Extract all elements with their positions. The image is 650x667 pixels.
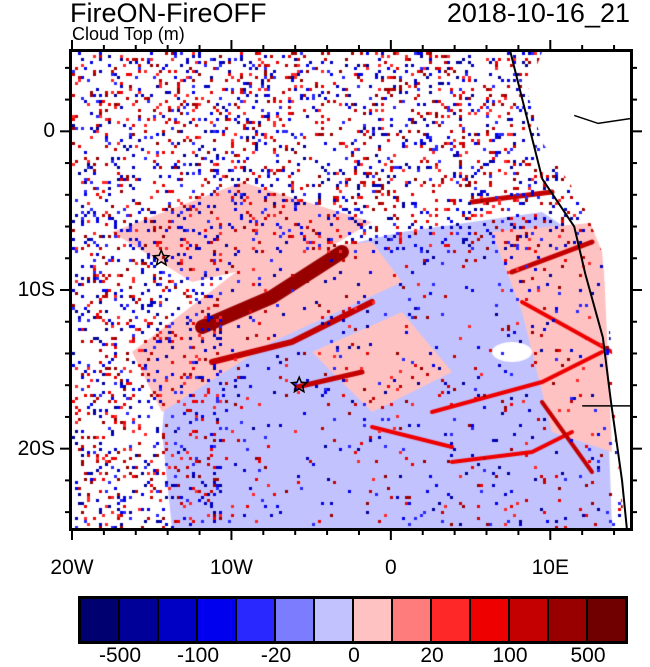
colorbar-label: -20 <box>260 644 292 667</box>
map-panel <box>69 49 633 531</box>
colorbar-swatch <box>547 599 586 641</box>
colorbar-label: -100 <box>176 644 220 667</box>
cloud-top-difference-field <box>72 52 630 528</box>
x-tick-label: 10W <box>209 556 254 579</box>
colorbar-swatch <box>274 599 313 641</box>
colorbar-label: 20 <box>420 644 444 667</box>
x-tick-label: 20W <box>50 556 94 579</box>
plot-subtitle: Cloud Top (m) <box>72 24 185 44</box>
y-tick-label: 10S <box>17 278 55 301</box>
colorbar-swatch <box>352 599 391 641</box>
colorbar-swatch <box>157 599 196 641</box>
colorbar-swatch <box>430 599 469 641</box>
colorbar-swatch <box>196 599 235 641</box>
colorbar-swatch <box>235 599 274 641</box>
colorbar-label: 100 <box>492 644 528 667</box>
y-tick-label: 20S <box>17 436 55 460</box>
colorbar-swatch <box>469 599 508 641</box>
colorbar-swatch <box>118 599 157 641</box>
colorbar-label: -500 <box>98 644 142 667</box>
coastline <box>509 51 628 529</box>
x-tick-label: 0 <box>385 556 397 579</box>
star-marker-icon <box>289 375 309 394</box>
colorbar-swatch <box>391 599 430 641</box>
plot-date: 2018-10-16_21 <box>446 0 630 28</box>
x-tick-label: 10E <box>531 556 569 579</box>
colorbar-swatch <box>508 599 547 641</box>
y-tick-label: 0 <box>43 119 55 143</box>
colorbar-swatch <box>313 599 352 641</box>
colorbar <box>78 596 628 644</box>
plot-title: FireON-FireOFF <box>70 0 267 28</box>
colorbar-label: 0 <box>348 644 360 667</box>
colorbar-swatch <box>586 599 625 641</box>
colorbar-swatch <box>81 599 118 641</box>
country-border <box>573 114 631 125</box>
star-marker-icon <box>151 248 171 267</box>
colorbar-label: 500 <box>570 644 606 667</box>
